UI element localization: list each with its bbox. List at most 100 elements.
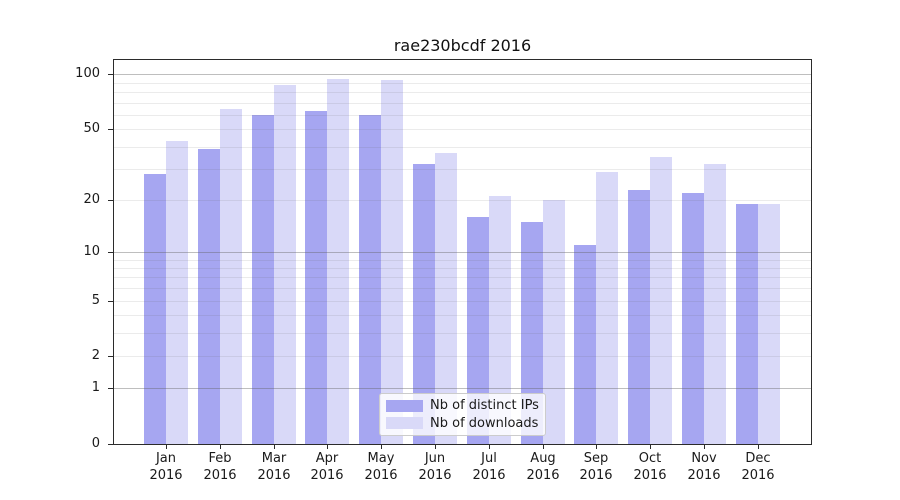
bar-jan-downloads xyxy=(166,140,188,444)
x-tick xyxy=(381,444,382,449)
x-tick xyxy=(543,444,544,449)
x-tick-label-sep: Sep 2016 xyxy=(568,450,624,484)
legend-item-distinct-ips: Nb of distinct IPs xyxy=(386,397,539,415)
bar-jun-ips xyxy=(413,164,435,444)
plot-area: Nb of distinct IPs Nb of downloads xyxy=(113,59,812,445)
x-tick-year: 2016 xyxy=(579,468,613,483)
x-tick-label-feb: Feb 2016 xyxy=(192,450,248,484)
y-tick xyxy=(108,301,114,302)
gridline-minor xyxy=(114,315,811,316)
y-tick-label: 100 xyxy=(75,66,100,81)
gridline-minor xyxy=(114,200,811,201)
bar-dec-downloads xyxy=(757,204,780,444)
legend-label-downloads: Nb of downloads xyxy=(430,415,539,431)
x-tick xyxy=(435,444,436,449)
y-tick-label: 0 xyxy=(91,436,100,451)
x-tick-year: 2016 xyxy=(149,468,183,483)
bar-jan-ips xyxy=(144,174,166,444)
y-tick-label: 10 xyxy=(83,244,100,259)
gridline-major xyxy=(114,252,811,253)
bar-feb-ips xyxy=(197,148,220,444)
gridline-minor xyxy=(114,356,811,357)
y-tick-label: 20 xyxy=(83,192,100,207)
gridline-minor xyxy=(114,301,811,302)
y-tick xyxy=(108,74,114,75)
x-tick-year: 2016 xyxy=(633,468,667,483)
bars-layer xyxy=(114,60,811,444)
bar-mar-ips xyxy=(251,114,274,444)
gridline-minor xyxy=(114,83,811,84)
gridline-minor xyxy=(114,115,811,116)
grid-layer xyxy=(114,60,811,444)
x-tick-label-aug: Aug 2016 xyxy=(515,450,571,484)
x-tick xyxy=(220,444,221,449)
gridline-minor xyxy=(114,147,811,148)
x-tick xyxy=(704,444,705,449)
x-tick-year: 2016 xyxy=(526,468,560,483)
bar-may-ips xyxy=(359,114,382,444)
x-tick-month: Apr xyxy=(315,451,339,466)
x-tick xyxy=(274,444,275,449)
y-tick xyxy=(108,252,114,253)
x-tick-year: 2016 xyxy=(257,468,291,483)
x-tick-month: Sep xyxy=(583,451,609,466)
x-tick-label-jan: Jan 2016 xyxy=(138,450,194,484)
x-tick-month: Nov xyxy=(691,451,717,466)
gridline-minor xyxy=(114,260,811,261)
legend-item-downloads: Nb of downloads xyxy=(386,415,539,433)
y-tick-label: 2 xyxy=(91,348,100,363)
gridline-minor xyxy=(114,277,811,278)
bar-sep-downloads xyxy=(596,171,619,444)
x-tick xyxy=(596,444,597,449)
x-tick-year: 2016 xyxy=(310,468,344,483)
gridline-minor xyxy=(114,333,811,334)
bar-nov-ips xyxy=(682,192,704,444)
x-tick xyxy=(166,444,167,449)
gridline-minor xyxy=(114,169,811,170)
bar-dec-ips xyxy=(735,204,758,444)
x-tick-label-nov: Nov 2016 xyxy=(676,450,732,484)
bar-oct-ips xyxy=(628,189,651,444)
x-tick xyxy=(327,444,328,449)
y-tick-label: 5 xyxy=(91,293,100,308)
x-tick-label-mar: Mar 2016 xyxy=(246,450,302,484)
bar-nov-downloads xyxy=(704,164,726,444)
x-tick-month: May xyxy=(367,451,395,466)
y-tick xyxy=(108,200,114,201)
bar-may-downloads xyxy=(381,80,404,444)
x-tick xyxy=(758,444,759,449)
y-tick xyxy=(108,129,114,130)
x-tick-label-oct: Oct 2016 xyxy=(622,450,678,484)
bar-mar-downloads xyxy=(273,85,296,444)
x-tick-month: Jul xyxy=(481,451,497,466)
legend-label-distinct-ips: Nb of distinct IPs xyxy=(430,398,539,414)
y-tick xyxy=(108,444,114,445)
x-tick-month: Jun xyxy=(424,451,446,466)
bar-aug-ips xyxy=(520,221,543,444)
gridline-minor xyxy=(114,103,811,104)
bar-jul-downloads xyxy=(488,196,511,444)
x-tick-year: 2016 xyxy=(472,468,506,483)
chart-title: rae230bcdf 2016 xyxy=(393,36,532,55)
x-tick-month: Dec xyxy=(745,451,771,466)
gridline-minor xyxy=(114,288,811,289)
y-tick-label: 50 xyxy=(83,121,100,136)
bar-apr-downloads xyxy=(327,78,350,444)
x-tick-year: 2016 xyxy=(203,468,237,483)
x-tick-year: 2016 xyxy=(364,468,398,483)
x-tick-month: Aug xyxy=(530,451,556,466)
x-tick-month: Mar xyxy=(261,451,287,466)
x-tick-month: Jan xyxy=(155,451,177,466)
bar-sep-ips xyxy=(574,245,597,444)
bar-jul-ips xyxy=(466,217,489,444)
bar-aug-downloads xyxy=(542,200,565,444)
gridline-major xyxy=(114,74,811,75)
bar-jun-downloads xyxy=(435,152,457,444)
y-tick xyxy=(108,356,114,357)
x-tick-label-dec: Dec 2016 xyxy=(730,450,786,484)
y-tick xyxy=(108,388,114,389)
x-tick-label-jun: Jun 2016 xyxy=(407,450,463,484)
gridline-minor xyxy=(114,92,811,93)
x-tick xyxy=(650,444,651,449)
